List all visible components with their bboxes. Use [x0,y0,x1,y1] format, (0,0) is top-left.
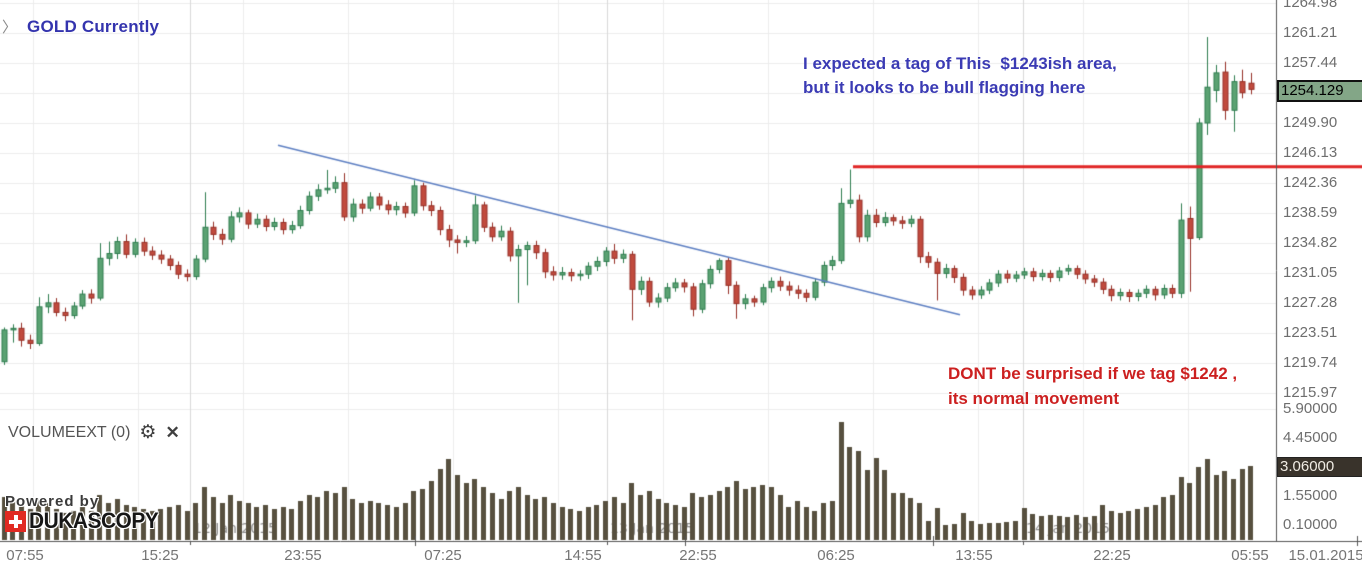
volume-indicator-header: VOLUMEEXT (0) ⚙ ✕ [8,423,180,442]
volume-indicator-label: VOLUMEEXT (0) [8,423,131,441]
price-tick-label: 1238.59 [1283,204,1338,221]
price-tick-label: 1264.98 [1283,0,1338,11]
time-tick-label: 15.01.2015 [1288,547,1362,564]
price-tick-label: 1223.51 [1283,324,1338,341]
time-tick-label: 22:55 [679,547,717,564]
price-tick-label: 1261.21 [1283,24,1338,41]
dukascopy-logo: Powered by DUKASCOPY [5,494,165,532]
price-tick-label: 1231.05 [1283,264,1338,281]
chart-title-bar: 〉 GOLD Currently [2,16,159,37]
time-tick-label: 23:55 [284,547,322,564]
page-title: GOLD Currently [27,16,160,36]
time-tick-label: 13:55 [955,547,993,564]
volume-tick-label: 4.45000 [1283,429,1338,446]
powered-by-text: Powered by [5,493,100,510]
time-tick-label: 15:25 [141,547,179,564]
annotation-bull-flag-note[interactable]: I expected a tag of This $1243ish area, … [803,54,1117,97]
gear-icon[interactable]: ⚙ [139,422,157,443]
price-tick-label: 1257.44 [1283,54,1338,71]
swiss-cross-icon [5,510,26,532]
time-tick-label: 22:25 [1093,547,1131,564]
brand-name: DUKASCOPY [29,508,159,533]
collapse-chevron-icon[interactable]: 〉 [2,19,18,36]
volume-tick-label: 0.10000 [1283,516,1338,533]
price-tick-label: 1219.74 [1283,354,1338,371]
volume-tick-label: 5.90000 [1283,400,1338,417]
time-tick-label: 14:55 [564,547,602,564]
price-tick-label: 1249.90 [1283,114,1338,131]
close-icon[interactable]: ✕ [165,423,180,442]
volume-tick-label: 1.55000 [1283,487,1338,504]
price-tick-label: 1215.97 [1283,384,1338,401]
time-tick-label: 07:25 [424,547,462,564]
price-tick-label: 1234.82 [1283,234,1338,251]
price-tick-label: 1246.13 [1283,144,1338,161]
price-tick-label: 1227.28 [1283,294,1338,311]
time-tick-label: 07:55 [6,547,44,564]
current-price-badge: 1254.129 [1277,80,1362,102]
time-tick-label: 05:55 [1231,547,1269,564]
time-tick-label: 06:25 [817,547,855,564]
annotation-tag-1242-note[interactable]: DONT be surprised if we tag $1242 , its … [948,364,1238,408]
price-tick-label: 1242.36 [1283,174,1338,191]
current-volume-badge: 3.06000 [1277,457,1362,477]
